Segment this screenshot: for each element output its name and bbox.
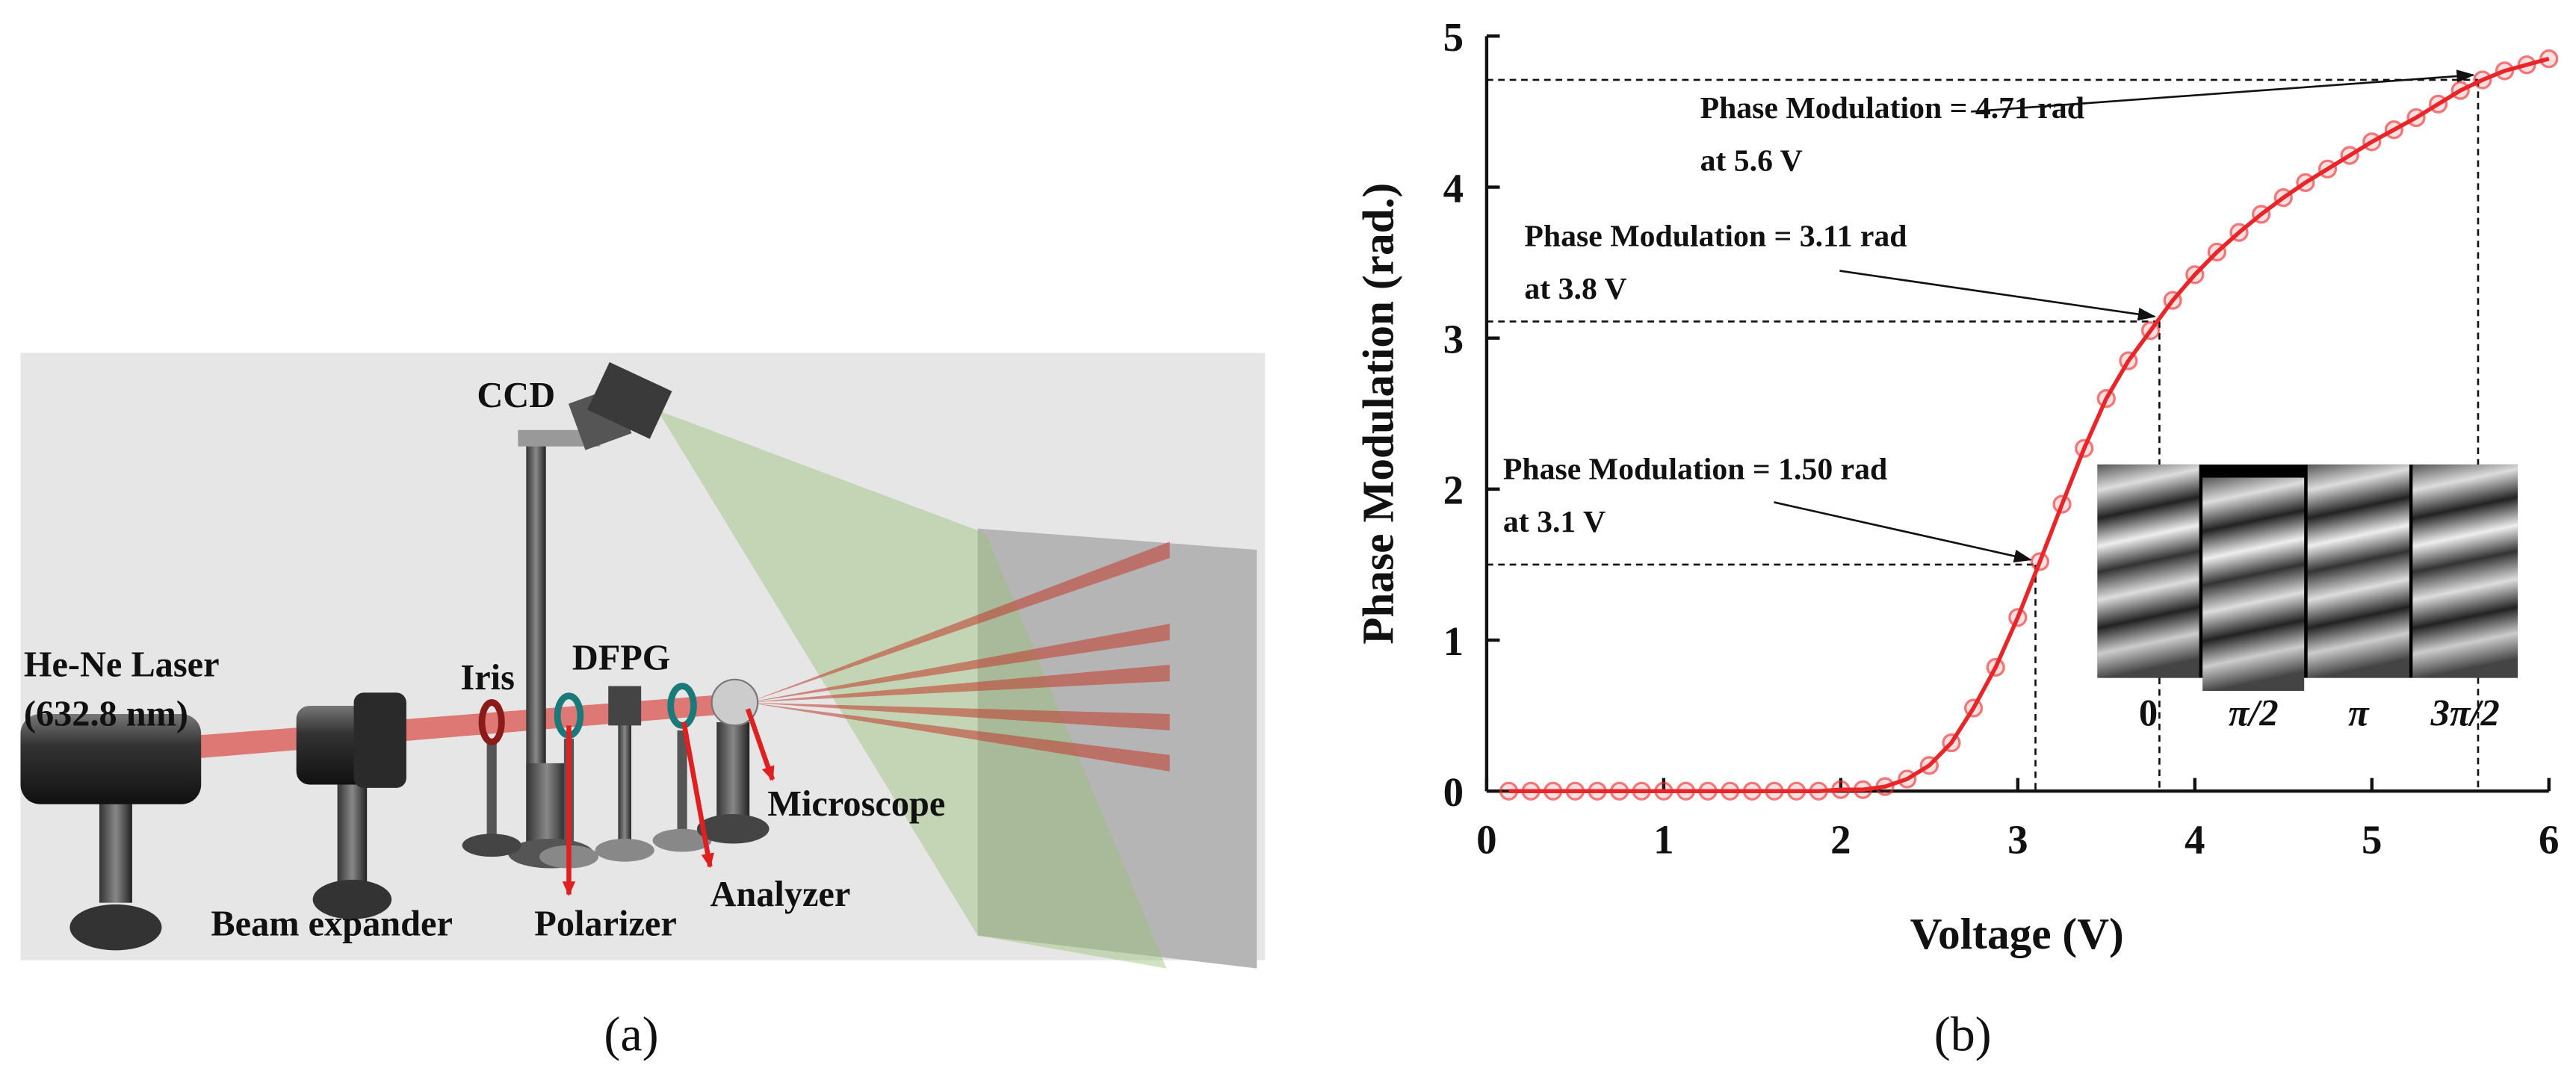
label-laser: He-Ne Laser xyxy=(24,645,220,684)
data-point xyxy=(2450,81,2470,100)
data-point xyxy=(1609,781,1629,801)
label-wavelength: (632.8 nm) xyxy=(24,694,188,733)
data-point xyxy=(2318,159,2338,179)
caption-b: (b) xyxy=(1934,1007,1992,1061)
data-point xyxy=(1521,781,1541,801)
data-point xyxy=(2296,173,2315,193)
x-axis-label: Voltage (V) xyxy=(1910,909,2124,958)
data-point xyxy=(2119,351,2138,370)
data-point xyxy=(1499,781,1519,801)
data-point xyxy=(2163,291,2182,310)
data-point xyxy=(1986,657,2005,677)
data-point xyxy=(2229,223,2249,242)
laser xyxy=(20,713,202,804)
y-tick-label: 3 xyxy=(1443,316,1464,361)
x-tick-label: 2 xyxy=(1830,817,1851,863)
data-point xyxy=(2030,552,2050,571)
data-point xyxy=(1831,780,1851,799)
data-point xyxy=(2207,242,2227,262)
data-point xyxy=(2428,94,2448,114)
data-point xyxy=(1698,781,1718,801)
annotation-text: at 5.6 V xyxy=(1700,144,1803,179)
screen xyxy=(977,528,1257,969)
y-tick-label: 4 xyxy=(1443,165,1464,211)
data-point xyxy=(2473,70,2492,90)
data-point xyxy=(2539,49,2559,69)
data-point xyxy=(1809,781,1828,801)
ccd-camera xyxy=(587,361,672,439)
data-point xyxy=(2340,146,2359,165)
caption-a: (a) xyxy=(604,1007,658,1061)
series-line xyxy=(1508,57,2550,793)
annotation-text: Phase Modulation = 1.50 rad xyxy=(1503,453,1887,487)
data-point xyxy=(2185,265,2205,285)
annotation-arrow xyxy=(1839,270,2156,321)
inset-label: π/2 xyxy=(2229,692,2279,733)
data-point xyxy=(1565,781,1585,801)
label-polarizer: Polarizer xyxy=(534,904,677,944)
annotation-text: Phase Modulation = 3.11 rad xyxy=(1524,220,1907,254)
iris xyxy=(478,699,505,745)
data-point xyxy=(2273,188,2293,208)
data-point xyxy=(1654,781,1674,801)
data-point xyxy=(2362,132,2382,152)
data-point xyxy=(1898,769,1917,789)
x-tick-label: 3 xyxy=(2007,817,2028,863)
x-tick-label: 5 xyxy=(2362,817,2382,863)
data-point xyxy=(1765,781,1784,801)
data-point xyxy=(2008,608,2028,627)
inset-label: π xyxy=(2348,692,2370,733)
data-point xyxy=(1676,781,1696,801)
data-point xyxy=(1942,733,1961,753)
y-tick-label: 5 xyxy=(1443,14,1464,60)
x-tick-label: 6 xyxy=(2539,817,2559,863)
annotation-arrow xyxy=(1774,501,2033,563)
data-point xyxy=(1963,698,1984,718)
data-point xyxy=(1721,781,1740,801)
fringe-inset xyxy=(2097,464,2518,691)
annotation-text: at 3.8 V xyxy=(1524,272,1626,306)
x-tick-label: 0 xyxy=(1476,817,1496,863)
data-point xyxy=(2406,108,2426,128)
y-tick-label: 0 xyxy=(1443,769,1464,815)
data-point xyxy=(1875,777,1895,796)
data-point xyxy=(2517,55,2536,75)
data-point xyxy=(2495,61,2515,81)
annotation-text: at 3.1 V xyxy=(1503,505,1606,539)
chart: (b) Voltage (V) Phase Modulation (rad.) … xyxy=(1354,14,2560,1061)
label-dfpg: DFPG xyxy=(572,639,671,678)
data-point xyxy=(1786,781,1806,801)
y-tick-label: 1 xyxy=(1443,618,1464,664)
label-ccd: CCD xyxy=(477,376,555,415)
microscope xyxy=(710,678,759,727)
data-point xyxy=(1742,781,1762,801)
data-point xyxy=(1853,780,1873,799)
data-point xyxy=(2052,494,2072,514)
label-microscope: Microscope xyxy=(767,784,945,824)
x-tick-label: 4 xyxy=(2185,817,2205,863)
label-iris: Iris xyxy=(460,658,514,698)
data-point xyxy=(1588,781,1607,801)
data-point xyxy=(2384,120,2404,140)
data-point xyxy=(2096,388,2116,409)
data-point xyxy=(1632,781,1651,801)
data-point xyxy=(2252,205,2271,224)
label-analyzer: Analyzer xyxy=(710,875,850,914)
setup-diagram: CCD He-Ne Laser (632.8 nm) Beam expander… xyxy=(20,353,1266,1061)
inset-label: 0 xyxy=(2139,692,2158,733)
y-axis-label: Phase Modulation (rad.) xyxy=(1354,183,1403,645)
data-point xyxy=(2075,438,2094,458)
inset-label: 3π/2 xyxy=(2430,692,2500,733)
y-tick-label: 2 xyxy=(1443,468,1464,513)
data-point xyxy=(1544,781,1563,801)
dfpg xyxy=(608,686,642,726)
annotation-arrow xyxy=(1971,69,2475,113)
data-point xyxy=(2140,320,2161,341)
data-point xyxy=(1919,756,1939,775)
pointer-arrows xyxy=(562,708,775,896)
label-beam-expander: Beam expander xyxy=(211,904,453,944)
x-tick-label: 1 xyxy=(1653,817,1674,863)
